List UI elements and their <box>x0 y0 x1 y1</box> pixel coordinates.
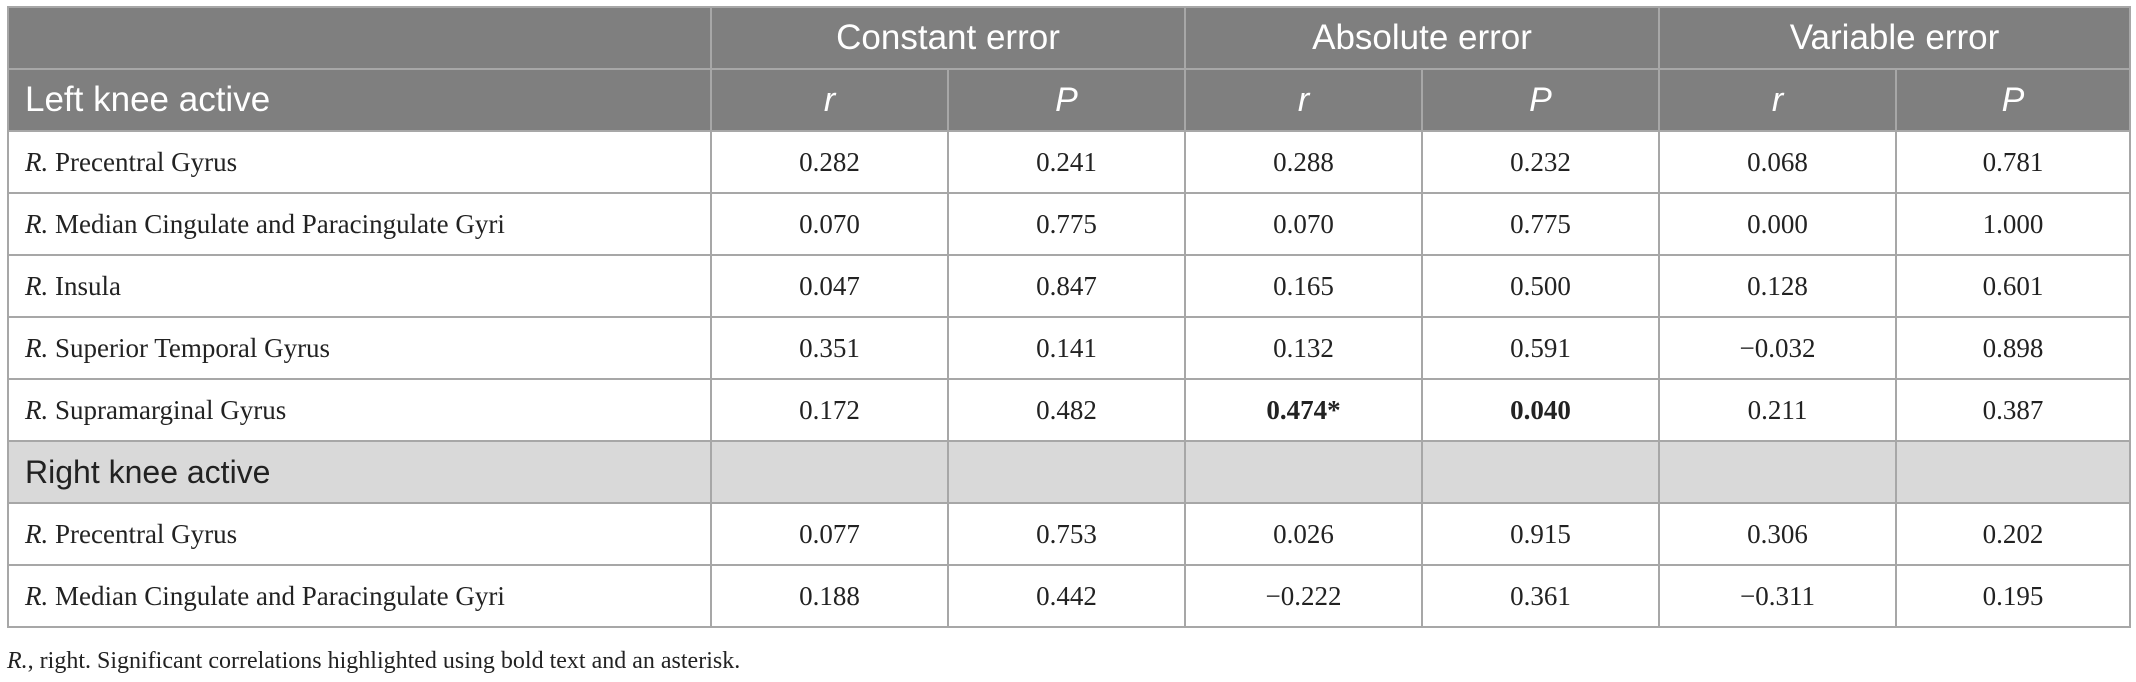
table-cell: −0.311 <box>1658 564 1898 628</box>
table-cell: 0.188 <box>710 564 949 628</box>
table-cell: 0.165 <box>1184 254 1423 318</box>
section-blank-cell <box>1420 440 1661 504</box>
column-header-row: Left knee active r P r P r P <box>7 68 2132 132</box>
section-blank-cell <box>947 440 1186 504</box>
header-blank-cell <box>7 6 712 70</box>
region-label: R. Insula <box>7 254 712 318</box>
region-label: R. Precentral Gyrus <box>7 130 712 194</box>
absolute-error-header: Absolute error <box>1183 6 1661 70</box>
section-row: Right knee active <box>7 440 2132 504</box>
table-cell: 0.241 <box>947 130 1186 194</box>
table-cell: 0.211 <box>1658 378 1898 442</box>
table-cell: 0.898 <box>1895 316 2132 380</box>
section-blank-cell <box>1184 440 1423 504</box>
table-cell: 0.047 <box>710 254 949 318</box>
table-row: R. Supramarginal Gyrus 0.172 0.482 0.474… <box>7 378 2132 442</box>
column-header-r: r <box>1658 68 1898 132</box>
right-knee-section-label: Right knee active <box>7 440 712 504</box>
table-cell: 0.847 <box>947 254 1186 318</box>
left-knee-section-label: Left knee active <box>7 68 712 132</box>
table-cell: 0.132 <box>1184 316 1423 380</box>
table-cell: 0.288 <box>1184 130 1423 194</box>
table-cell: 0.068 <box>1658 130 1898 194</box>
table-row: R. Precentral Gyrus 0.077 0.753 0.026 0.… <box>7 502 2132 566</box>
table-cell: 0.500 <box>1420 254 1661 318</box>
table-row: R. Median Cingulate and Paracingulate Gy… <box>7 564 2132 628</box>
table-cell: 0.482 <box>947 378 1186 442</box>
group-header-row: Constant error Absolute error Variable e… <box>7 6 2132 70</box>
region-label: R. Median Cingulate and Paracingulate Gy… <box>7 564 712 628</box>
region-label: R. Supramarginal Gyrus <box>7 378 712 442</box>
table-cell: 0.442 <box>947 564 1186 628</box>
column-header-p: P <box>1895 68 2132 132</box>
significant-cell: 0.040 <box>1420 378 1661 442</box>
table-cell: 0.232 <box>1420 130 1661 194</box>
table-cell: 0.306 <box>1658 502 1898 566</box>
table-cell: 0.781 <box>1895 130 2132 194</box>
table-cell: 0.141 <box>947 316 1186 380</box>
table-cell: 0.070 <box>1184 192 1423 256</box>
constant-error-header: Constant error <box>710 6 1186 70</box>
table-cell: 0.128 <box>1658 254 1898 318</box>
table-footnote: R., right. Significant correlations high… <box>7 648 741 674</box>
region-label: R. Median Cingulate and Paracingulate Gy… <box>7 192 712 256</box>
table-cell: 0.000 <box>1658 192 1898 256</box>
table-cell: 0.775 <box>1420 192 1661 256</box>
correlation-table: Constant error Absolute error Variable e… <box>7 6 2132 628</box>
section-blank-cell <box>1895 440 2132 504</box>
table-cell: 0.591 <box>1420 316 1661 380</box>
table-row: R. Median Cingulate and Paracingulate Gy… <box>7 192 2132 256</box>
table-cell: 0.915 <box>1420 502 1661 566</box>
table-cell: 0.195 <box>1895 564 2132 628</box>
table-cell: 0.753 <box>947 502 1186 566</box>
table-row: R. Precentral Gyrus 0.282 0.241 0.288 0.… <box>7 130 2132 194</box>
table-cell: 0.361 <box>1420 564 1661 628</box>
table-cell: 0.070 <box>710 192 949 256</box>
section-blank-cell <box>1658 440 1898 504</box>
region-label: R. Precentral Gyrus <box>7 502 712 566</box>
table-cell: 0.775 <box>947 192 1186 256</box>
column-header-r: r <box>1184 68 1423 132</box>
table-cell: 0.351 <box>710 316 949 380</box>
table-cell: 0.026 <box>1184 502 1423 566</box>
column-header-r: r <box>710 68 949 132</box>
table-cell: −0.222 <box>1184 564 1423 628</box>
table-cell: 0.202 <box>1895 502 2132 566</box>
table-cell: 0.282 <box>710 130 949 194</box>
significant-cell: 0.474* <box>1184 378 1423 442</box>
table-row: R. Superior Temporal Gyrus 0.351 0.141 0… <box>7 316 2132 380</box>
table-cell: 0.077 <box>710 502 949 566</box>
table-cell: 1.000 <box>1895 192 2132 256</box>
region-label: R. Superior Temporal Gyrus <box>7 316 712 380</box>
column-header-p: P <box>947 68 1186 132</box>
variable-error-header: Variable error <box>1658 6 2132 70</box>
table-cell: 0.601 <box>1895 254 2132 318</box>
column-header-p: P <box>1420 68 1661 132</box>
table-cell: 0.172 <box>710 378 949 442</box>
table-row: R. Insula 0.047 0.847 0.165 0.500 0.128 … <box>7 254 2132 318</box>
section-blank-cell <box>710 440 949 504</box>
table-cell: 0.387 <box>1895 378 2132 442</box>
table-cell: −0.032 <box>1658 316 1898 380</box>
